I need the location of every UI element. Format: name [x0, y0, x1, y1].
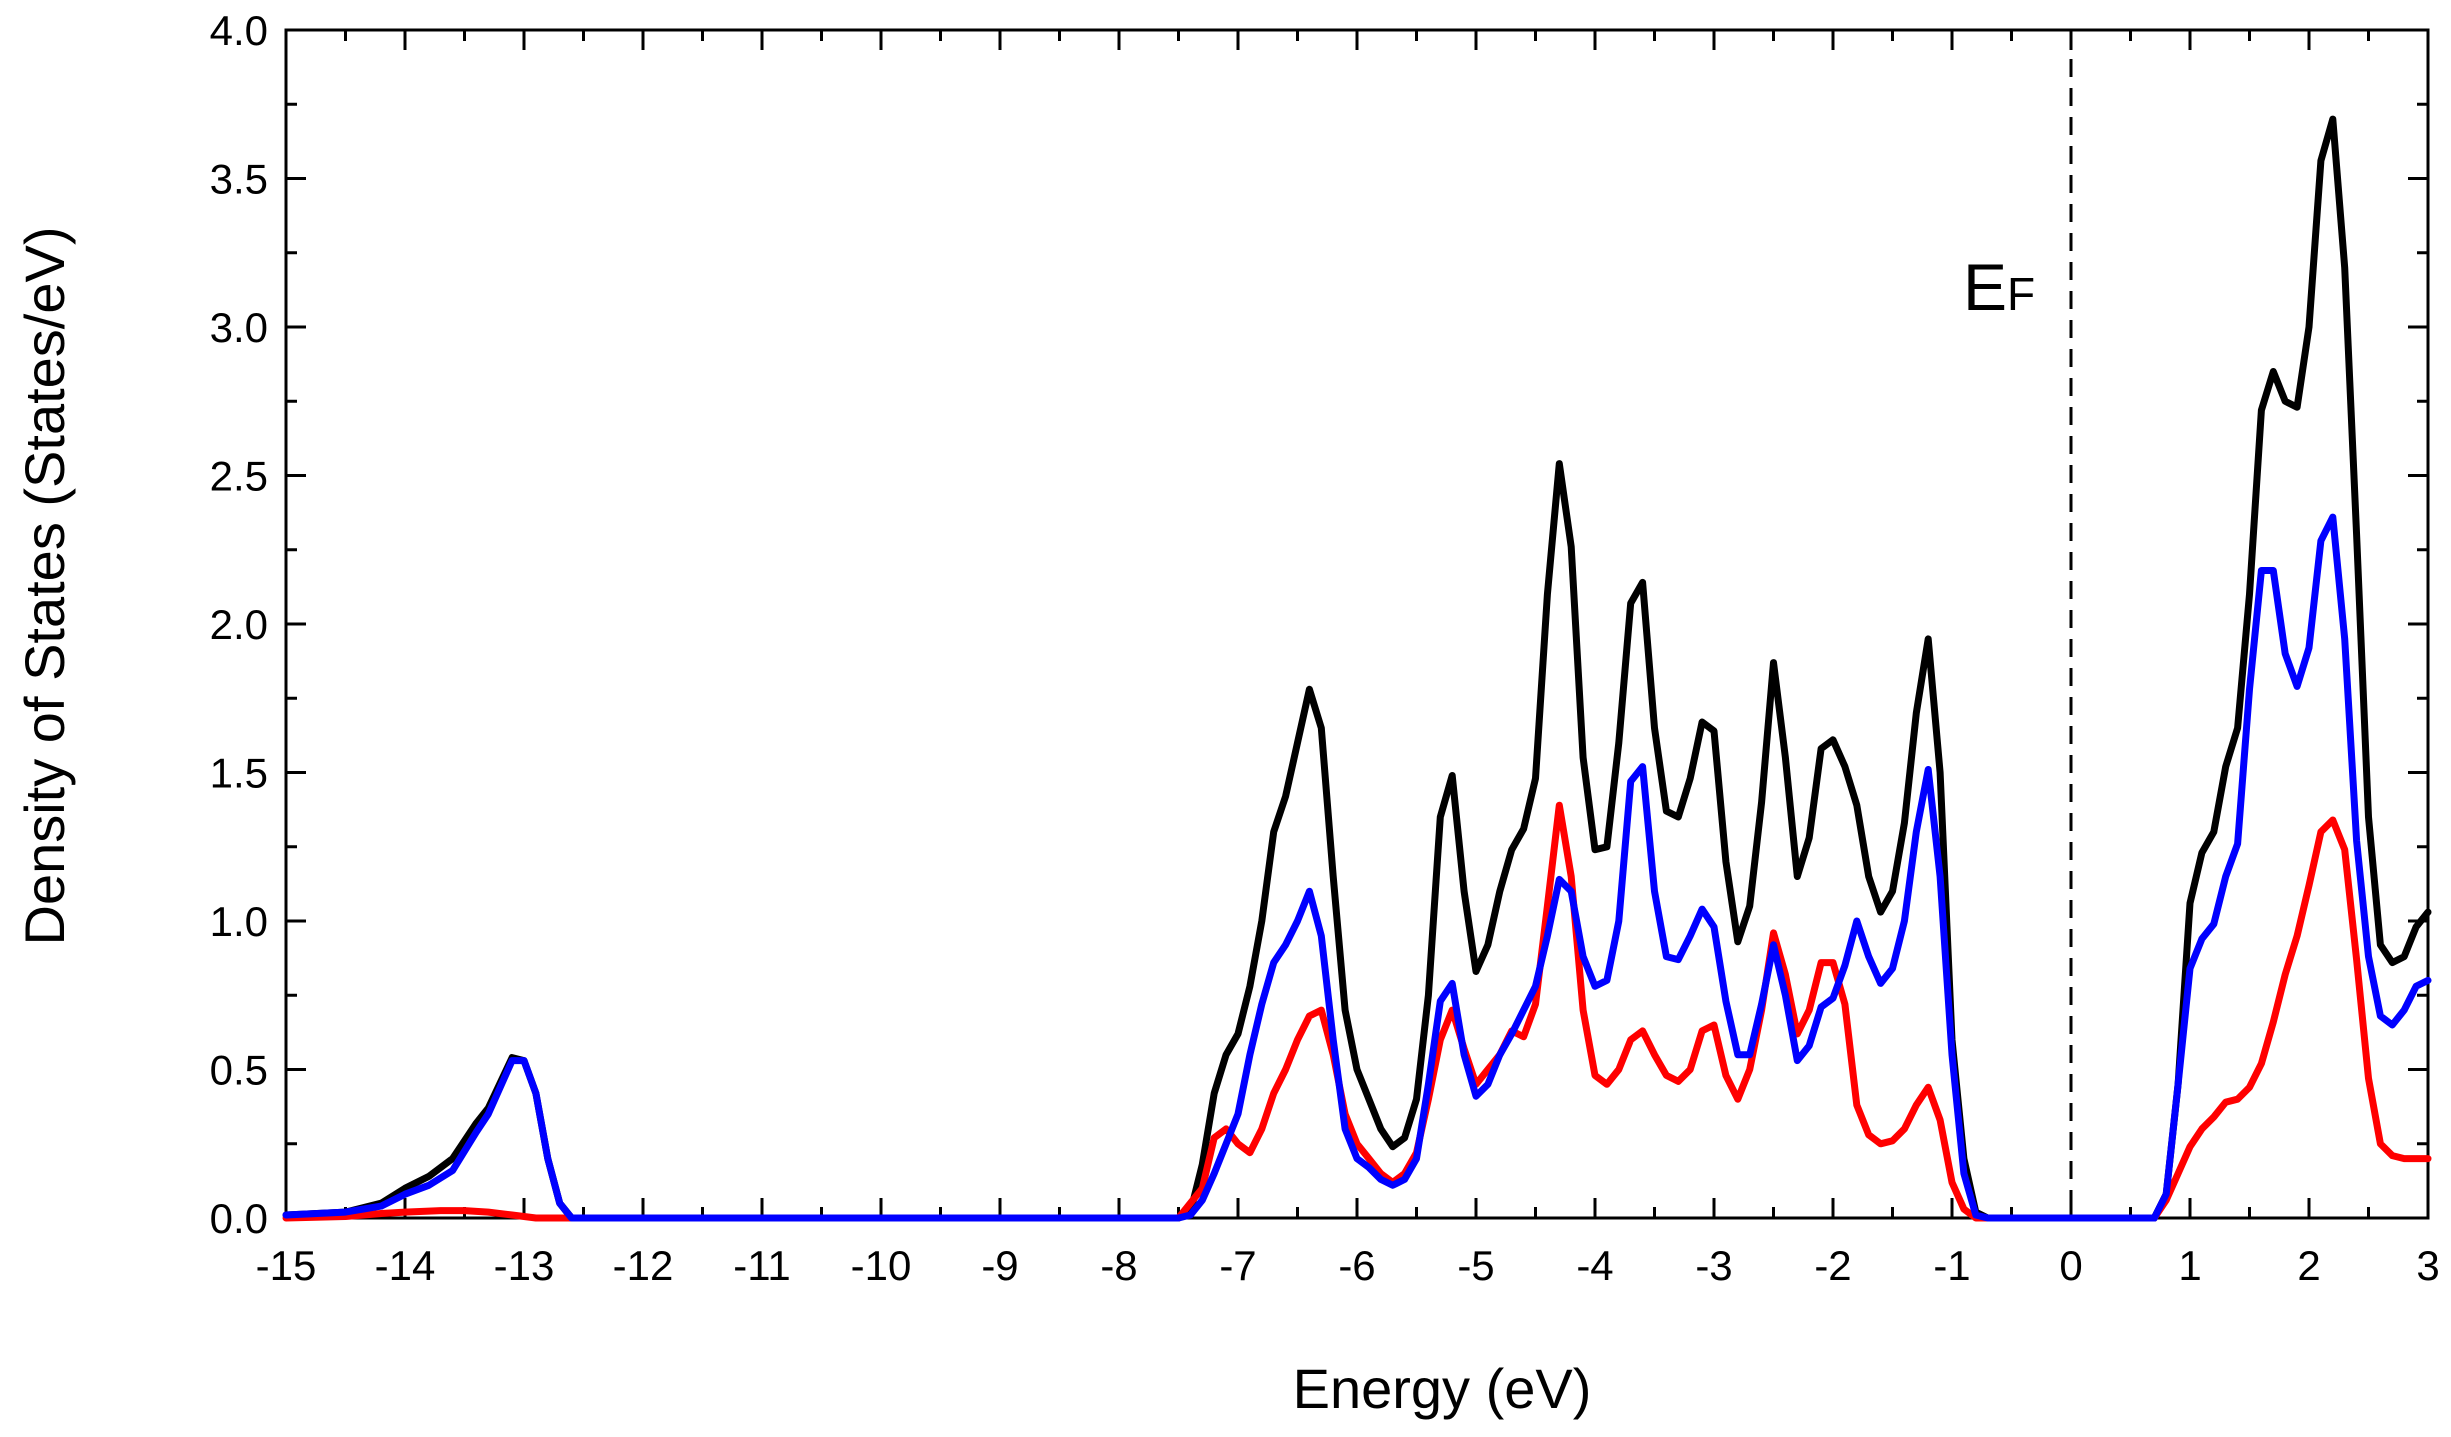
- x-tick-label: -15: [256, 1242, 317, 1289]
- x-tick-label: -1: [1933, 1242, 1970, 1289]
- x-tick-label: -3: [1695, 1242, 1732, 1289]
- red-pdos-line: [282, 801, 2432, 1222]
- x-tick-label: -6: [1338, 1242, 1375, 1289]
- x-tick-label: -14: [375, 1242, 436, 1289]
- axes-group: [284, 28, 2430, 1220]
- plot-frame: [284, 28, 2430, 1220]
- x-tick-label: 0: [2059, 1242, 2082, 1289]
- y-tick-label: 1.5: [210, 750, 268, 797]
- x-tick-label: -4: [1576, 1242, 1613, 1289]
- total-dos-line: [282, 115, 2432, 1222]
- x-tick-label: 2: [2297, 1242, 2320, 1289]
- x-tick-label: -13: [494, 1242, 555, 1289]
- y-tick-label: 0.5: [210, 1047, 268, 1094]
- y-axis-title: Density of States (States/eV): [13, 227, 76, 946]
- x-tick-label: 1: [2178, 1242, 2201, 1289]
- x-tick-label: -10: [851, 1242, 912, 1289]
- y-tick-label: 2.0: [210, 601, 268, 648]
- y-tick-label: 0.0: [210, 1195, 268, 1242]
- x-tick-label: -11: [733, 1242, 791, 1289]
- fermi-level-label: EF: [1963, 250, 2035, 324]
- x-tick-label: -7: [1219, 1242, 1256, 1289]
- y-tick-label: 1.0: [210, 898, 268, 945]
- x-tick-label: -5: [1457, 1242, 1494, 1289]
- fermi-level-group: EF: [1963, 30, 2073, 1218]
- blue-pdos-line: [282, 513, 2432, 1222]
- y-tick-label: 3.5: [210, 156, 268, 203]
- x-tick-label: -12: [613, 1242, 674, 1289]
- series-group: [282, 115, 2432, 1222]
- ticks-group: -15 -14 -13 -12 -11 -10 -9 -8 -7 -6 -5 -4 -3 -2 -1 0 1 2 3…: [210, 7, 2440, 1289]
- x-tick-label: -8: [1100, 1242, 1137, 1289]
- fermi-label-sub: F: [2007, 268, 2035, 320]
- x-tick-label: 3: [2416, 1242, 2439, 1289]
- y-tick-label: 3.0: [210, 304, 268, 351]
- y-tick-label: 4.0: [210, 7, 268, 54]
- fermi-label-main: E: [1963, 250, 2007, 324]
- y-tick-label: 2.5: [210, 453, 268, 500]
- x-tick-label: -9: [981, 1242, 1018, 1289]
- x-axis-title: Energy (eV): [1293, 1357, 1592, 1420]
- x-tick-label: -2: [1814, 1242, 1851, 1289]
